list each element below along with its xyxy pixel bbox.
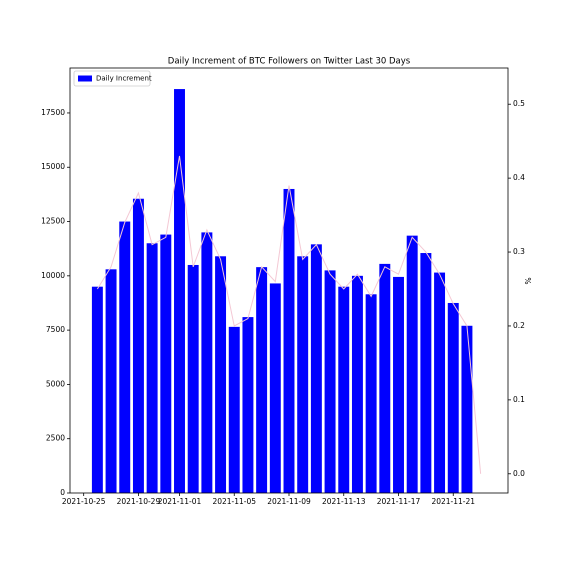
y2-tick-label: 0.5 <box>513 99 525 108</box>
y2-tick-label: 0.3 <box>513 247 525 256</box>
bar <box>447 302 459 493</box>
bar <box>91 286 103 493</box>
bar <box>461 325 473 493</box>
chart-title: Daily Increment of BTC Followers on Twit… <box>168 57 411 67</box>
bar <box>201 232 213 493</box>
bar <box>187 264 199 493</box>
bar <box>393 276 404 493</box>
x-tick-label: 2021-11-17 <box>377 497 421 506</box>
y2-tick-label: 0.2 <box>513 321 525 330</box>
bar <box>174 89 185 494</box>
bar <box>256 267 268 493</box>
line <box>96 155 482 474</box>
bar <box>228 326 240 493</box>
legend-label: Daily Increment <box>96 75 152 83</box>
bar <box>269 283 281 493</box>
legend-swatch <box>78 75 92 82</box>
bar <box>146 243 158 493</box>
y-tick-label: 15000 <box>41 162 65 171</box>
x-tick-label: 2021-11-09 <box>267 497 311 506</box>
bar <box>365 294 377 493</box>
x-tick-label: 2021-10-29 <box>117 497 161 506</box>
x-tick-label: 2021-11-05 <box>212 497 256 506</box>
y2-tick-label: 0.0 <box>513 469 525 478</box>
bar <box>283 188 295 494</box>
y-tick-label: 10000 <box>41 271 65 280</box>
bar <box>297 256 309 493</box>
bar <box>406 235 418 493</box>
bar <box>434 272 446 493</box>
bar <box>105 269 117 493</box>
bar <box>310 244 322 493</box>
y-tick-label: 7500 <box>46 325 65 334</box>
bar <box>420 253 432 493</box>
x-tick-label: 2021-11-21 <box>431 497 475 506</box>
y-tick-label: 2500 <box>46 434 65 443</box>
y-tick-label: 17500 <box>41 108 65 117</box>
y-tick-label: 5000 <box>46 379 65 388</box>
x-tick-label: 2021-11-13 <box>322 497 366 506</box>
y2-axis-label: % <box>523 277 532 284</box>
bar <box>242 317 254 493</box>
bar <box>379 263 391 493</box>
bar <box>119 221 131 493</box>
bar <box>215 256 227 493</box>
bar <box>132 198 144 493</box>
bar <box>338 286 350 493</box>
y-tick-label: 12500 <box>41 217 65 226</box>
y2-tick-label: 0.4 <box>513 173 525 182</box>
bar <box>324 270 336 493</box>
bar <box>160 234 172 493</box>
x-tick-label: 2021-10-25 <box>62 497 106 506</box>
bar <box>351 275 363 493</box>
x-tick-label: 2021-11-01 <box>158 497 202 506</box>
y-tick-label: 0 <box>60 488 65 497</box>
y2-tick-label: 0.1 <box>513 395 525 404</box>
legend-box <box>73 70 151 87</box>
